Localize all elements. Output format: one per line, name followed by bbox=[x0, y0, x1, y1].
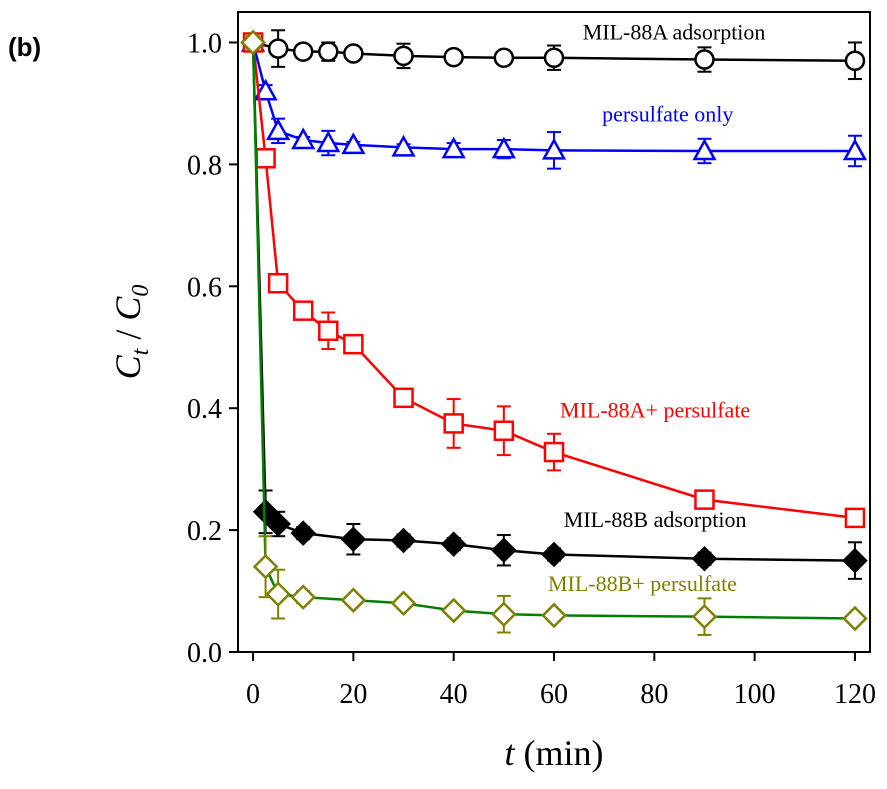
data-point-marker bbox=[545, 443, 563, 461]
data-point-marker bbox=[846, 52, 864, 70]
data-point-marker bbox=[393, 592, 415, 614]
data-point-marker bbox=[495, 49, 513, 67]
data-point-marker bbox=[269, 274, 287, 292]
y-tick-label: 0.2 bbox=[187, 516, 222, 547]
y-tick-label: 0.4 bbox=[187, 394, 222, 425]
x-axis: 0 20 40 60 80 100 120 bbox=[246, 652, 876, 710]
series-0 bbox=[244, 30, 864, 79]
data-point-marker bbox=[269, 40, 287, 58]
series-3 bbox=[242, 31, 866, 578]
series-label: MIL-88B adsorption bbox=[564, 507, 747, 532]
data-point-marker bbox=[846, 509, 864, 527]
x-tick-label: 40 bbox=[440, 679, 468, 710]
series-label: MIL-88A+ persulfate bbox=[560, 397, 750, 422]
y-axis-label-sep: / bbox=[108, 321, 148, 349]
y-tick-label: 1.0 bbox=[187, 28, 222, 59]
data-point-marker bbox=[443, 533, 465, 555]
data-point-marker bbox=[844, 550, 866, 572]
x-axis-label: t (min) bbox=[505, 733, 604, 773]
y-tick-label: 0.6 bbox=[187, 272, 222, 303]
y-tick-label: 0.8 bbox=[187, 150, 222, 181]
x-tick-label: 80 bbox=[640, 679, 668, 710]
data-point-marker bbox=[695, 491, 713, 509]
data-point-marker bbox=[292, 522, 314, 544]
data-point-marker bbox=[255, 556, 277, 578]
data-point-marker bbox=[543, 604, 565, 626]
data-point-marker bbox=[342, 589, 364, 611]
y-axis-label-c2: C bbox=[108, 296, 148, 321]
data-point-marker bbox=[294, 43, 312, 61]
x-tick-label: 120 bbox=[834, 679, 876, 710]
data-point-marker bbox=[443, 600, 465, 622]
data-point-marker bbox=[493, 603, 515, 625]
series-2 bbox=[244, 33, 864, 526]
data-point-marker bbox=[493, 539, 515, 561]
data-point-marker bbox=[257, 149, 275, 167]
data-point-marker bbox=[543, 543, 565, 565]
series-labels: MIL-88A adsorption persulfate only MIL-88A… bbox=[548, 19, 765, 596]
data-point-marker bbox=[292, 586, 314, 608]
series-label: persulfate only bbox=[602, 102, 733, 127]
y-axis-label-sub-0: 0 bbox=[128, 285, 154, 297]
data-point-marker bbox=[445, 414, 463, 432]
series-line bbox=[253, 42, 855, 560]
data-point-marker bbox=[693, 606, 715, 628]
series-line bbox=[253, 42, 855, 618]
panel-label: (b) bbox=[8, 32, 41, 62]
data-point-marker bbox=[495, 422, 513, 440]
series-label: MIL-88A adsorption bbox=[583, 19, 766, 44]
data-point-marker bbox=[293, 130, 313, 148]
data-point-marker bbox=[342, 528, 364, 550]
data-point-marker bbox=[844, 607, 866, 629]
data-point-marker bbox=[344, 335, 362, 353]
data-point-marker bbox=[319, 322, 337, 340]
y-axis-label-c: C bbox=[108, 354, 148, 379]
data-point-marker bbox=[445, 48, 463, 66]
data-point-marker bbox=[267, 583, 289, 605]
data-point-marker bbox=[268, 121, 288, 139]
data-point-marker bbox=[545, 49, 563, 67]
x-tick-label: 20 bbox=[339, 679, 367, 710]
data-point-marker bbox=[395, 47, 413, 65]
y-axis: 0.0 0.2 0.4 0.6 0.8 1.0 bbox=[187, 28, 238, 669]
data-point-marker bbox=[393, 529, 415, 551]
series-layer bbox=[242, 30, 866, 635]
data-point-marker bbox=[395, 389, 413, 407]
x-tick-label: 0 bbox=[246, 679, 260, 710]
data-point-marker bbox=[344, 44, 362, 62]
x-tick-label: 100 bbox=[734, 679, 776, 710]
x-tick-label: 60 bbox=[540, 679, 568, 710]
y-tick-label: 0.0 bbox=[187, 638, 222, 669]
data-point-marker bbox=[294, 302, 312, 320]
data-point-marker bbox=[695, 51, 713, 69]
y-axis-label: Ct / C0 bbox=[108, 285, 154, 380]
series-label: MIL-88B+ persulfate bbox=[548, 571, 737, 596]
data-point-marker bbox=[693, 548, 715, 570]
data-point-marker bbox=[319, 43, 337, 61]
x-axis-label-unit: (min) bbox=[515, 733, 604, 773]
